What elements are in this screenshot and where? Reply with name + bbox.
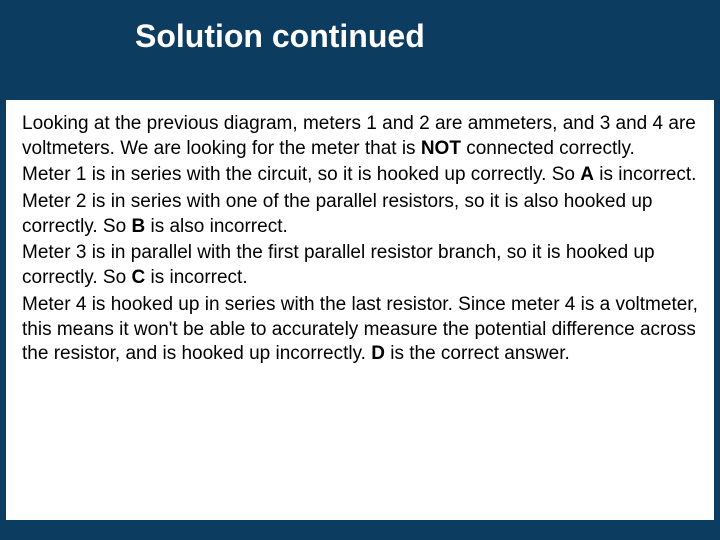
p3-text-b: is also incorrect. <box>145 216 288 237</box>
p1-bold: NOT <box>421 138 461 159</box>
p4-bold: C <box>131 267 145 288</box>
p3-text-a: Meter 2 is in series with one of the par… <box>22 191 652 237</box>
p2-text-a: Meter 1 is in series with the circuit, s… <box>22 164 580 185</box>
title-area: Solution continued <box>135 18 700 55</box>
paragraph-5: Meter 4 is hooked up in series with the … <box>22 293 698 367</box>
p4-text-a: Meter 3 is in parallel with the first pa… <box>22 242 655 288</box>
paragraph-3: Meter 2 is in series with one of the par… <box>22 190 698 239</box>
header-left-block <box>0 0 120 100</box>
p5-bold: D <box>371 343 385 364</box>
p2-text-b: is incorrect. <box>594 164 696 185</box>
paragraph-1: Looking at the previous diagram, meters … <box>22 112 698 161</box>
paragraph-4: Meter 3 is in parallel with the first pa… <box>22 241 698 290</box>
p5-text-a: Meter 4 is hooked up in series with the … <box>22 294 698 364</box>
p3-bold: B <box>131 216 145 237</box>
content-box: Looking at the previous diagram, meters … <box>6 100 714 520</box>
slide-title: Solution continued <box>135 18 700 55</box>
paragraph-2: Meter 1 is in series with the circuit, s… <box>22 163 698 188</box>
p1-text-b: connected correctly. <box>461 138 635 159</box>
p2-bold: A <box>580 164 594 185</box>
p4-text-b: is incorrect. <box>145 267 247 288</box>
p5-text-b: is the correct answer. <box>385 343 570 364</box>
